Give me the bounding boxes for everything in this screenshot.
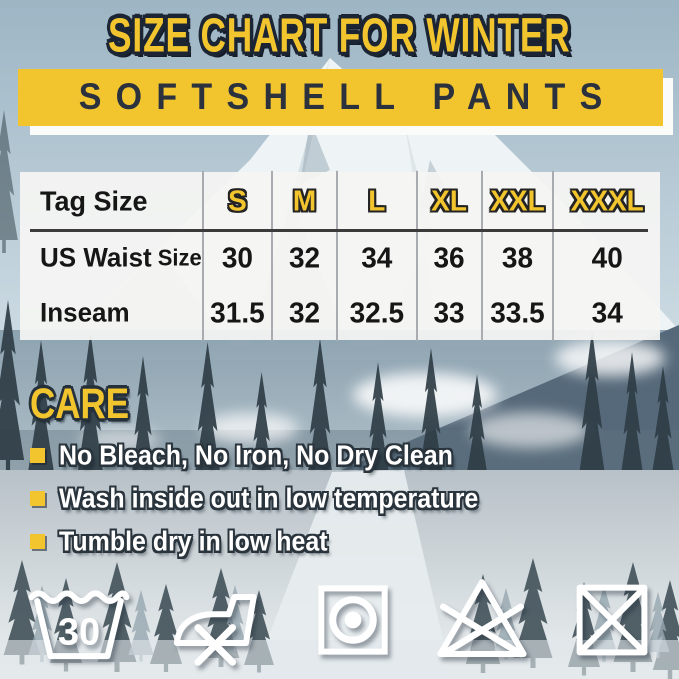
care-instructions: No Bleach, No Iron, No Dry Clean Wash in… — [30, 439, 496, 557]
do-not-dry-clean-icon — [567, 575, 657, 665]
size-table: Tag Size S M L XL XXL XXXL US Waist Size… — [20, 170, 660, 342]
snow-road — [252, 470, 452, 679]
list-item: No Bleach, No Iron, No Dry Clean — [30, 439, 496, 471]
inseam-value: 31.5 — [201, 283, 271, 342]
bullet-square-icon — [30, 491, 45, 506]
waist-value: 38 — [480, 228, 553, 287]
waist-value: 40 — [552, 228, 660, 287]
page-title-wrap: SIZE CHART FOR WINTER — [0, 8, 679, 62]
size-col-m: M — [271, 170, 336, 232]
inseam-value: 33.5 — [480, 283, 553, 342]
tumble-dry-low-icon — [309, 576, 397, 664]
table-header-label: Tag Size — [40, 184, 148, 217]
size-col-s: S — [201, 170, 271, 232]
inseam-value: 32.5 — [336, 283, 416, 342]
inseam-value: 33 — [415, 283, 481, 342]
size-col-xxxl: XXXL — [552, 170, 660, 232]
list-item: Tumble dry in low heat — [30, 525, 496, 557]
size-col-xl: XL — [415, 170, 481, 232]
waist-value: 30 — [201, 228, 271, 287]
do-not-bleach-icon — [430, 572, 534, 668]
bullet-square-icon — [30, 534, 45, 549]
inseam-value: 32 — [271, 283, 336, 342]
list-item: Wash inside out in low temperature — [30, 482, 496, 514]
banner-text: SOFTSHELL PANTS — [78, 76, 617, 118]
waist-value: 34 — [336, 228, 416, 287]
do-not-iron-icon — [169, 572, 275, 668]
bullet-square-icon — [30, 448, 45, 463]
waist-value: 32 — [271, 228, 336, 287]
size-col-xxl: XXL — [480, 170, 553, 232]
table-header-divider — [30, 229, 648, 232]
care-heading: CARE — [30, 381, 130, 429]
size-col-l: L — [336, 170, 416, 232]
page-title: SIZE CHART FOR WINTER — [108, 8, 571, 62]
care-symbols-row: 30 — [22, 566, 657, 674]
row-label-us-waist: US Waist Size — [40, 241, 202, 273]
inseam-value: 34 — [552, 283, 660, 342]
waist-value: 36 — [415, 228, 481, 287]
size-chart-panel: Tag Size S M L XL XXL XXXL US Waist Size… — [20, 170, 660, 342]
product-banner: SOFTSHELL PANTS — [18, 69, 663, 126]
machine-wash-30-icon: 30 — [22, 572, 136, 668]
row-label-inseam: Inseam — [40, 296, 130, 328]
svg-text:30: 30 — [58, 612, 100, 654]
